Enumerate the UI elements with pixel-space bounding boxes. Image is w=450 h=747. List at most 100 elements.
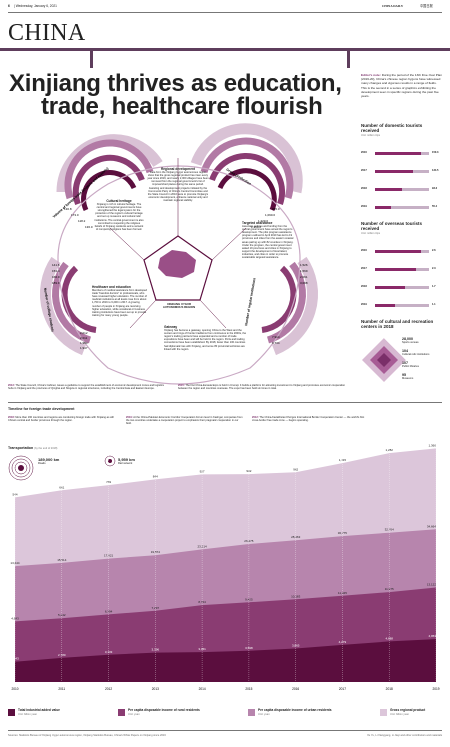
legend-label: Total industrial added value — [18, 708, 60, 712]
cultural-centers-list: 28,000 Sports venues 104 Cultural relic in… — [402, 337, 446, 380]
tourist-bar-fill — [375, 286, 406, 289]
section-title: CHINA — [8, 20, 86, 46]
timeline-rule — [8, 402, 442, 403]
cultural-item: 107 Public libraries — [402, 361, 419, 369]
tourist-row: 2019 1.1 — [361, 300, 441, 310]
healthcare-block: Healthcare and education Members of medi… — [92, 285, 147, 317]
data-label: 4,279 — [339, 640, 347, 644]
college-value: 166.9 — [52, 275, 60, 279]
tourist-bar-fill — [375, 304, 395, 307]
school-value: 2,011 — [80, 336, 88, 340]
page-date: | Wednesday, January 6, 2021 — [14, 4, 57, 8]
tourist-value: 1.1 — [432, 303, 436, 306]
foreign-trade-value: 136.0 — [85, 225, 93, 229]
regional-block: Regional development Data from the Xinji… — [147, 167, 209, 202]
legend-label: Per capita disposable income of urban re… — [258, 708, 332, 712]
medical-value: 2,091 — [300, 275, 308, 279]
tourist-bar — [375, 304, 429, 307]
data-label: 10,183 — [291, 594, 301, 598]
x-tick-label: 2018 — [386, 687, 393, 691]
section-bar-right — [347, 48, 350, 68]
tourist-value: 2.6 — [432, 249, 436, 252]
data-label: 3,133 — [105, 650, 113, 654]
gross-production-arcs — [190, 123, 303, 211]
data-label: 15,514 — [57, 558, 67, 562]
footer-rule — [8, 730, 442, 731]
school-value: 2,012 — [80, 331, 88, 335]
editor-note: Editor's note: During the period of the … — [361, 73, 443, 98]
data-label: 2,343 — [11, 657, 19, 661]
gross-value: 965.0 — [272, 207, 280, 211]
roads-circle-icon — [8, 455, 34, 481]
gateway-block: Gateway Xinjiang has become a gateway, o… — [164, 325, 247, 351]
data-label: 962 — [293, 467, 298, 471]
foreign-trade-value: 173.0 — [71, 213, 79, 217]
tourist-bar — [375, 188, 429, 191]
data-label: 544 — [12, 492, 17, 496]
legend-swatch — [248, 709, 255, 716]
tourist-row: 2016 150.3 — [361, 148, 441, 158]
data-label: 3,451 — [198, 647, 206, 651]
tourist-bar — [375, 268, 429, 271]
header-rule — [8, 12, 442, 13]
rail-stat: 5,959 km Rail network — [118, 457, 135, 465]
college-students-label: Number of college students — [43, 287, 55, 332]
timeline-item: 2012: The China-Kazakhstan Khorgos Inter… — [252, 416, 365, 423]
college-value: 189.9 — [52, 281, 60, 285]
data-label: 6,394 — [105, 609, 113, 613]
tourist-bar — [375, 170, 429, 173]
college-students-arcs — [39, 256, 97, 356]
rail-circle-icon — [104, 455, 116, 467]
x-tick-label: 2010 — [11, 687, 18, 691]
tourist-bar — [375, 206, 429, 209]
tourist-value: 150.3 — [432, 151, 439, 154]
medical-inst-value: 7,914 — [272, 335, 280, 339]
college-value: 141.6 — [52, 263, 60, 267]
overseas-unit: Unit: million trips — [361, 232, 381, 235]
tourist-year: 2017 — [361, 169, 367, 172]
data-label: 32,764 — [385, 528, 395, 532]
area-series-0 — [15, 639, 436, 682]
tourist-row: 2017 134.5 — [361, 166, 441, 176]
data-label: 3,598 — [245, 646, 253, 650]
legend-swatch — [118, 709, 125, 716]
tourist-value: 2.3 — [432, 267, 436, 270]
cultural-item: 104 Cultural relic institutions — [402, 349, 430, 357]
legend-unit: Unit: yuan — [128, 713, 140, 716]
transport-title: Transportation (by the end of 2018) — [8, 446, 58, 450]
data-label: 749 — [106, 480, 111, 484]
tourist-bar-fill — [375, 206, 392, 209]
data-label: 927 — [200, 469, 205, 473]
cultural-centers-title: Number of cultural and recreation center… — [361, 319, 434, 330]
data-label: 932 — [246, 469, 251, 473]
data-label: 1,360 — [428, 443, 436, 447]
tourist-bar — [375, 286, 429, 289]
data-label: 2,780 — [58, 653, 66, 657]
tourist-row: 2017 2.3 — [361, 264, 441, 274]
chart-legend: Total industrial added value Unit: billi… — [8, 708, 448, 722]
tourist-bar-fill — [375, 268, 417, 271]
tourist-bar-fill — [375, 152, 422, 155]
legend-swatch — [8, 709, 15, 716]
tourist-bar-fill — [375, 170, 413, 173]
data-label: 13,122 — [427, 583, 437, 587]
cultural-block: Cultural heritage Xinjiang is rich in cu… — [94, 199, 144, 231]
paper-name-cn: 中国日报 — [420, 4, 433, 8]
gross-value: 1,090.0 — [265, 213, 275, 217]
data-label: 26,275 — [244, 539, 254, 543]
section-bar-left — [90, 48, 93, 68]
medical-inst-value: 6,734 — [272, 341, 280, 345]
data-label: 4,953 — [428, 634, 436, 638]
tourist-row: 2016 2.6 — [361, 246, 441, 256]
editor-note-text: During the period of the 13th Five-Year … — [361, 73, 442, 99]
school-value: 1,984 — [80, 341, 88, 345]
tourist-value: 134.5 — [432, 169, 439, 172]
overseas-title: Number of overseas tourists received — [361, 221, 423, 232]
tourist-year: 2017 — [361, 267, 367, 270]
x-tick-label: 2013 — [152, 687, 159, 691]
headline-line2: trade, healthcare flourish — [41, 93, 323, 120]
tourist-row: 2018 93.3 — [361, 184, 441, 194]
x-tick-label: 2015 — [245, 687, 252, 691]
